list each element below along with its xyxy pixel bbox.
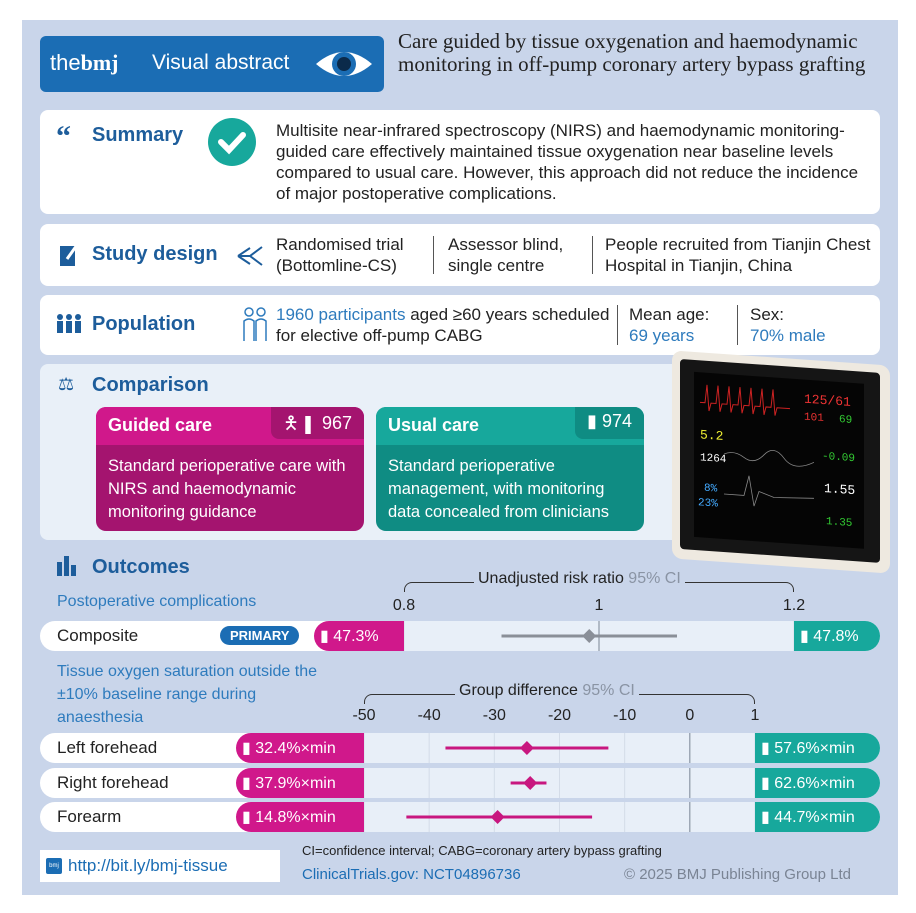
summary-text: Multisite near-infrared spectroscopy (NI… xyxy=(276,121,859,203)
study-design-heading: Study design xyxy=(92,243,218,265)
row-label: Composite xyxy=(57,626,139,645)
abbreviations: CI=confidence interval; CABG=coronary ar… xyxy=(302,843,662,858)
usual-care-title: Usual care xyxy=(388,415,480,435)
rr-axis-label: Unadjusted risk ratio 95% CI xyxy=(474,570,685,588)
short-link[interactable]: http://bit.ly/bmj-tissue xyxy=(68,856,228,875)
tick-label: 1 xyxy=(750,707,760,724)
composite-row: Composite PRIMARY ▮ 47.3% ▮ 47.8% xyxy=(40,621,880,651)
tick-label: 0 xyxy=(685,707,695,724)
study-design-card: Study design Randomised trial (Bottomlin… xyxy=(40,224,880,286)
bmj-icon: bmj xyxy=(46,858,62,874)
tick-label: -20 xyxy=(547,707,572,724)
scales-icon: ⚖ xyxy=(58,374,75,394)
monitor-illustration: 125/61 101 69 5.2 1264 8% 23% -0.09 1.55… xyxy=(672,350,890,574)
population-card: Population 1960 participants aged ≥60 ye… xyxy=(40,295,880,355)
summary-card: “ Summary Multisite near-infrared spectr… xyxy=(40,110,880,214)
outcome-row: Forearm ▮ 14.8%×min ▮ 44.7%×min xyxy=(40,802,880,832)
comparison-heading: Comparison xyxy=(92,374,209,396)
tick-label: 0.8 xyxy=(392,597,416,614)
tissue-oxygen-heading: Tissue oxygen saturation outside the ±10… xyxy=(57,663,318,726)
postoperative-heading: Postoperative complications xyxy=(57,593,257,610)
people-icon xyxy=(57,314,81,333)
guided-care-count: 🯅▮ 967 xyxy=(271,407,364,439)
person-icon: ▮ xyxy=(320,628,329,645)
point-estimate xyxy=(519,741,534,755)
tick-label: -50 xyxy=(352,707,376,724)
check-circle-icon xyxy=(208,118,256,166)
bar-chart-icon xyxy=(57,556,76,576)
person-icon: ▮ xyxy=(242,775,251,792)
guided-value: ▮ 37.9%×min xyxy=(236,768,364,798)
summary-heading: Summary xyxy=(92,124,184,146)
tick-label: -10 xyxy=(613,707,637,724)
tick-label: 1.2 xyxy=(782,597,806,614)
usual-value: ▮ 62.6%×min xyxy=(755,768,880,798)
page-title: Care guided by tissue oxygenation and ha… xyxy=(398,29,866,76)
quote-icon: “ xyxy=(56,120,71,153)
guided-value: ▮ 32.4%×min xyxy=(236,733,364,763)
usual-care-description: Standard perioperative management, with … xyxy=(388,457,610,521)
person-icon: ▮ xyxy=(587,411,597,431)
point-estimate xyxy=(523,776,538,790)
gd-axis-label: Group difference 95% CI xyxy=(455,682,639,700)
brand-banner: thebmj Visual abstract xyxy=(40,36,384,92)
plot-area xyxy=(364,768,755,798)
pencil-icon xyxy=(60,244,79,266)
plot-area xyxy=(364,802,755,832)
point-estimate xyxy=(490,810,505,824)
usual-care-box: Usual care ▮ 974 Standard perioperative … xyxy=(376,407,644,531)
mean-age: Mean age: 69 years xyxy=(629,305,710,345)
usual-value: ▮ 44.7%×min xyxy=(755,802,880,832)
plot-area xyxy=(364,733,755,763)
link-box[interactable]: bmj http://bit.ly/bmj-tissue xyxy=(40,850,280,882)
guided-care-box: Guided care 🯅▮ 967 Standard perioperativ… xyxy=(96,407,364,531)
tick-label: -30 xyxy=(482,707,506,724)
outcome-row: Right forehead ▮ 37.9%×min ▮ 62.6%×min xyxy=(40,768,880,798)
row-label: Left forehead xyxy=(57,738,158,757)
design-type: Randomised trial (Bottomline-CS) xyxy=(276,235,404,275)
tick-label: 1 xyxy=(594,597,604,614)
person-icon: ▮ xyxy=(761,740,770,757)
outcomes-heading: Outcomes xyxy=(92,556,190,578)
participants-description: aged ≥60 years scheduled for elective of… xyxy=(276,305,610,345)
row-label: Right forehead xyxy=(57,773,169,792)
point-estimate xyxy=(582,629,597,643)
person-icon: ▮ xyxy=(298,413,317,433)
row-label: Forearm xyxy=(57,807,122,826)
population-heading: Population xyxy=(92,313,196,335)
copyright: © 2025 BMJ Publishing Group Ltd xyxy=(624,866,852,883)
person-icon: ▮ xyxy=(242,809,251,826)
eye-icon xyxy=(316,52,372,76)
branch-icon xyxy=(237,246,263,266)
usual-value: ▮ 47.8% xyxy=(794,621,880,651)
tick-label: -40 xyxy=(417,707,441,724)
guided-care-description: Standard perioperative care with NIRS an… xyxy=(108,457,346,521)
person-icon: ▮ xyxy=(761,775,770,792)
design-setting: People recruited from Tianjin Chest Hosp… xyxy=(605,235,871,275)
usual-care-count: ▮ 974 xyxy=(575,407,644,439)
trial-registration[interactable]: ClinicalTrials.gov: NCT04896736 xyxy=(302,866,521,883)
bmj-logo: thebmj xyxy=(50,50,119,75)
visual-abstract-label: Visual abstract xyxy=(152,51,290,74)
guided-value: ▮ 14.8%×min xyxy=(236,802,364,832)
person-icon: ▮ xyxy=(800,628,809,645)
monitor-screen: 125/61 101 69 5.2 1264 8% 23% -0.09 1.55… xyxy=(694,371,864,549)
guided-value: ▮ 47.3% xyxy=(314,621,404,651)
participants-count: 1960 participants xyxy=(276,305,406,324)
person-icon: ▮ xyxy=(242,740,251,757)
usual-value: ▮ 57.6%×min xyxy=(755,733,880,763)
plot-area xyxy=(404,621,794,651)
design-blinding: Assessor blind, single centre xyxy=(448,235,564,275)
primary-badge: PRIMARY xyxy=(220,626,300,645)
outcome-row: Left forehead ▮ 32.4%×min ▮ 57.6%×min xyxy=(40,733,880,763)
sex: Sex: 70% male xyxy=(750,305,826,345)
guided-care-title: Guided care xyxy=(108,415,213,435)
participants-icon xyxy=(243,307,267,341)
person-icon: ▮ xyxy=(761,809,770,826)
